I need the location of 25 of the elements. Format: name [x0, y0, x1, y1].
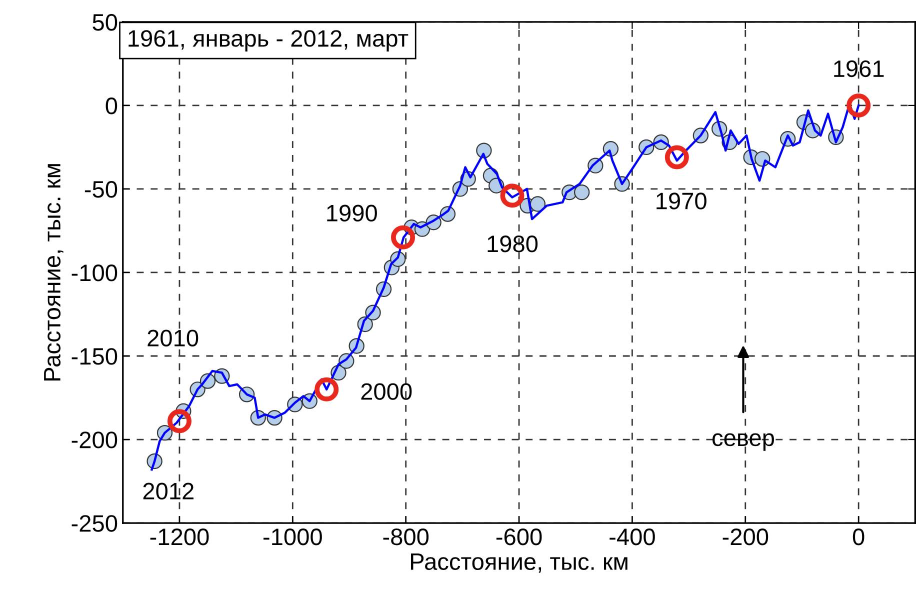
annotation: 1961 — [834, 60, 884, 78]
x-tick-label: -1000 — [264, 528, 322, 546]
y-tick-label: -100 — [72, 264, 118, 282]
x-tick-label: -400 — [610, 528, 655, 546]
y-axis-title: Расстояние, тыс. км — [44, 164, 64, 380]
y-tick-label: -250 — [72, 515, 118, 532]
y-tick-label: 0 — [106, 98, 118, 114]
annotation: 1961, январь - 2012, март — [128, 30, 408, 52]
y-tick-label: -50 — [84, 181, 118, 198]
annotation: 2012 — [143, 482, 194, 500]
annotation: север — [712, 433, 774, 451]
y-tick-label: 50 — [92, 14, 118, 31]
x-axis-title: Расстояние, тыс. км — [411, 554, 628, 573]
y-tick-label: -200 — [72, 432, 118, 448]
x-tick-label: -200 — [722, 528, 768, 546]
annotation: 1990 — [327, 204, 377, 222]
annotation: 2010 — [148, 330, 198, 346]
x-tick-label: -800 — [383, 528, 429, 546]
y-tick-label: -150 — [72, 348, 118, 365]
annotation: 1980 — [488, 236, 538, 252]
x-tick-label: 0 — [852, 528, 864, 546]
x-tick-label: -1200 — [150, 528, 209, 546]
annotation: 1970 — [656, 192, 706, 210]
x-tick-label: -600 — [496, 528, 542, 546]
annotation: 2000 — [361, 383, 412, 400]
